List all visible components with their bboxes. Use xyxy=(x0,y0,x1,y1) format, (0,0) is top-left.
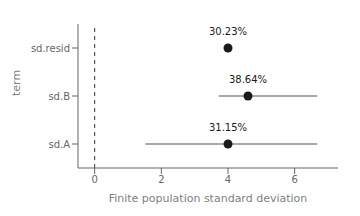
svg-text:sd.resid: sd.resid xyxy=(31,43,70,54)
svg-text:0: 0 xyxy=(91,174,97,185)
svg-text:31.15%: 31.15% xyxy=(209,122,247,133)
svg-text:Finite population standard dev: Finite population standard deviation xyxy=(109,192,308,205)
svg-text:4: 4 xyxy=(225,174,231,185)
svg-text:38.64%: 38.64% xyxy=(229,74,267,85)
svg-text:term: term xyxy=(10,70,23,96)
svg-text:sd.A: sd.A xyxy=(48,139,70,150)
svg-text:30.23%: 30.23% xyxy=(209,26,247,37)
svg-text:6: 6 xyxy=(291,174,297,185)
svg-text:sd.B: sd.B xyxy=(48,91,70,102)
svg-text:2: 2 xyxy=(158,174,164,185)
